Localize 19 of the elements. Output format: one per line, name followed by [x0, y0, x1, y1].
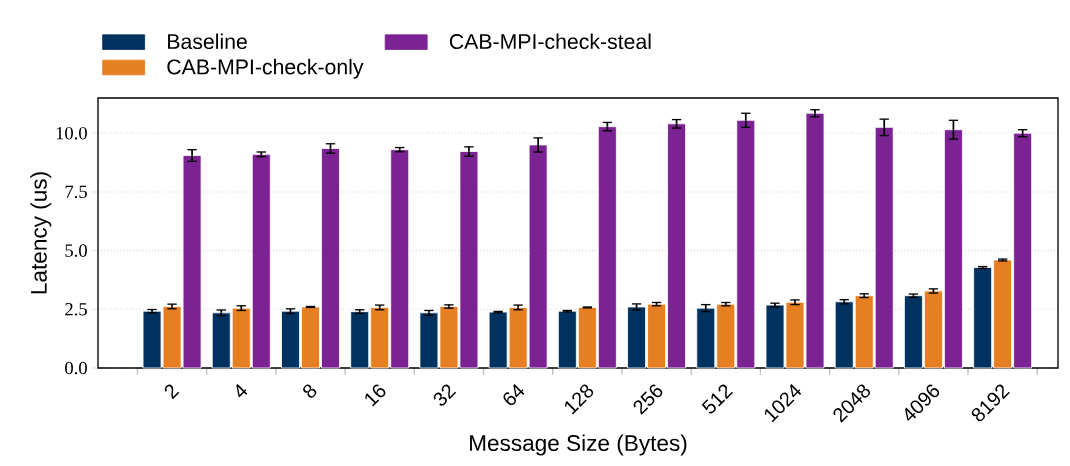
x-tick-label: 8 [303, 384, 317, 398]
legend-label: CAB-MPI-check-only [167, 58, 364, 79]
x-axis-title: Message Size (Bytes) [470, 434, 687, 456]
y-axis-title: Latency (us) [30, 172, 52, 294]
x-tick-label: 64 [503, 384, 525, 406]
x-tick-label: 128 [565, 384, 594, 415]
x-tick-label: 32 [433, 384, 457, 406]
x-tick-label: 2 [164, 384, 180, 400]
legend-label: CAB-MPI-check-steal [449, 33, 651, 50]
legend-label: Baseline [168, 33, 247, 50]
y-tick-label: 7.5 [65, 185, 87, 199]
x-tick-label: 16 [365, 384, 386, 407]
x-tick-label: 4 [236, 383, 248, 398]
y-tick-label: 10.0 [56, 126, 87, 140]
y-tick-label: 2.5 [65, 303, 87, 316]
x-tick-label: 256 [633, 384, 663, 415]
y-tick-label: 0.0 [65, 361, 87, 375]
x-tick-label: 512 [701, 384, 734, 414]
y-tick-label: 5.0 [65, 244, 87, 257]
